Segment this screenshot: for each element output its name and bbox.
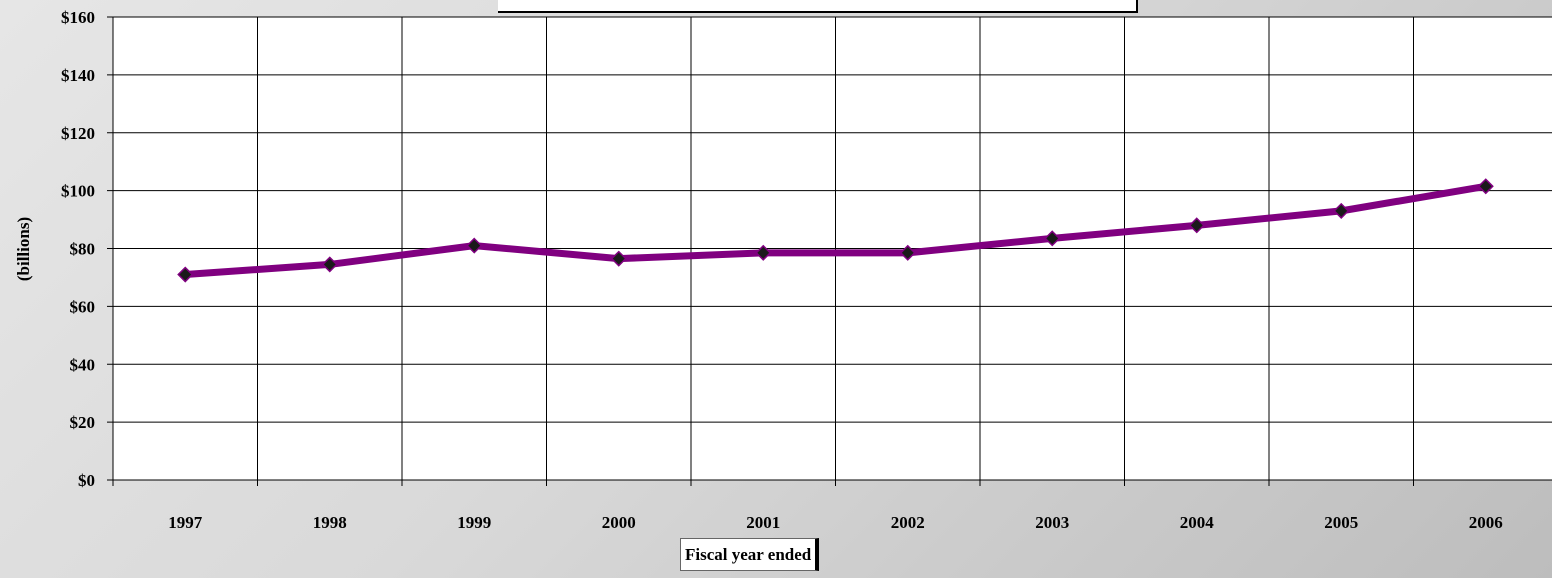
data-point-marker: [1044, 230, 1061, 247]
x-tick-label: 1999: [457, 513, 491, 532]
y-tick-label: $40: [70, 355, 96, 374]
chart-title-box: [498, 0, 1138, 13]
y-tick-label: $140: [61, 66, 95, 85]
data-point-marker: [177, 266, 194, 283]
x-tick-label: 2003: [1035, 513, 1069, 532]
x-tick-label: 2002: [891, 513, 925, 532]
x-tick-label: 2000: [602, 513, 636, 532]
data-point-marker: [755, 244, 772, 261]
y-tick-label: $100: [61, 182, 95, 201]
data-point-marker: [1477, 178, 1494, 195]
y-tick-label: $60: [70, 297, 96, 316]
y-tick-label: $160: [61, 8, 95, 27]
series-line: [181, 182, 1490, 279]
x-tick-label: 1998: [313, 513, 347, 532]
y-tick-label: $0: [78, 471, 95, 490]
data-point-marker: [610, 250, 627, 267]
x-tick-label: 2005: [1324, 513, 1358, 532]
data-point-marker: [466, 237, 483, 254]
y-tick-label: $120: [61, 124, 95, 143]
x-tick-label: 1997: [168, 513, 203, 532]
x-axis-label: Fiscal year ended: [680, 538, 820, 571]
x-tick-label: 2001: [746, 513, 780, 532]
y-tick-label: $20: [70, 413, 96, 432]
axes: [107, 16, 1552, 486]
x-tick-labels: 1997 1998 1999 2000 2001 2002 2003 2004 2005 2006: [168, 513, 1503, 532]
data-point-marker: [1188, 217, 1205, 234]
y-axis-label: (billions): [14, 217, 33, 281]
y-tick-labels: $0 $20 $40 $60 $80 $100 $120 $140 $160: [61, 8, 95, 490]
x-tick-label: 2006: [1469, 513, 1503, 532]
data-point-marker: [899, 244, 916, 261]
data-point-marker: [321, 256, 338, 273]
x-tick-label: 2004: [1180, 513, 1215, 532]
data-point-marker: [1333, 202, 1350, 219]
y-tick-label: $80: [70, 240, 96, 259]
series-layer: [177, 178, 1494, 283]
